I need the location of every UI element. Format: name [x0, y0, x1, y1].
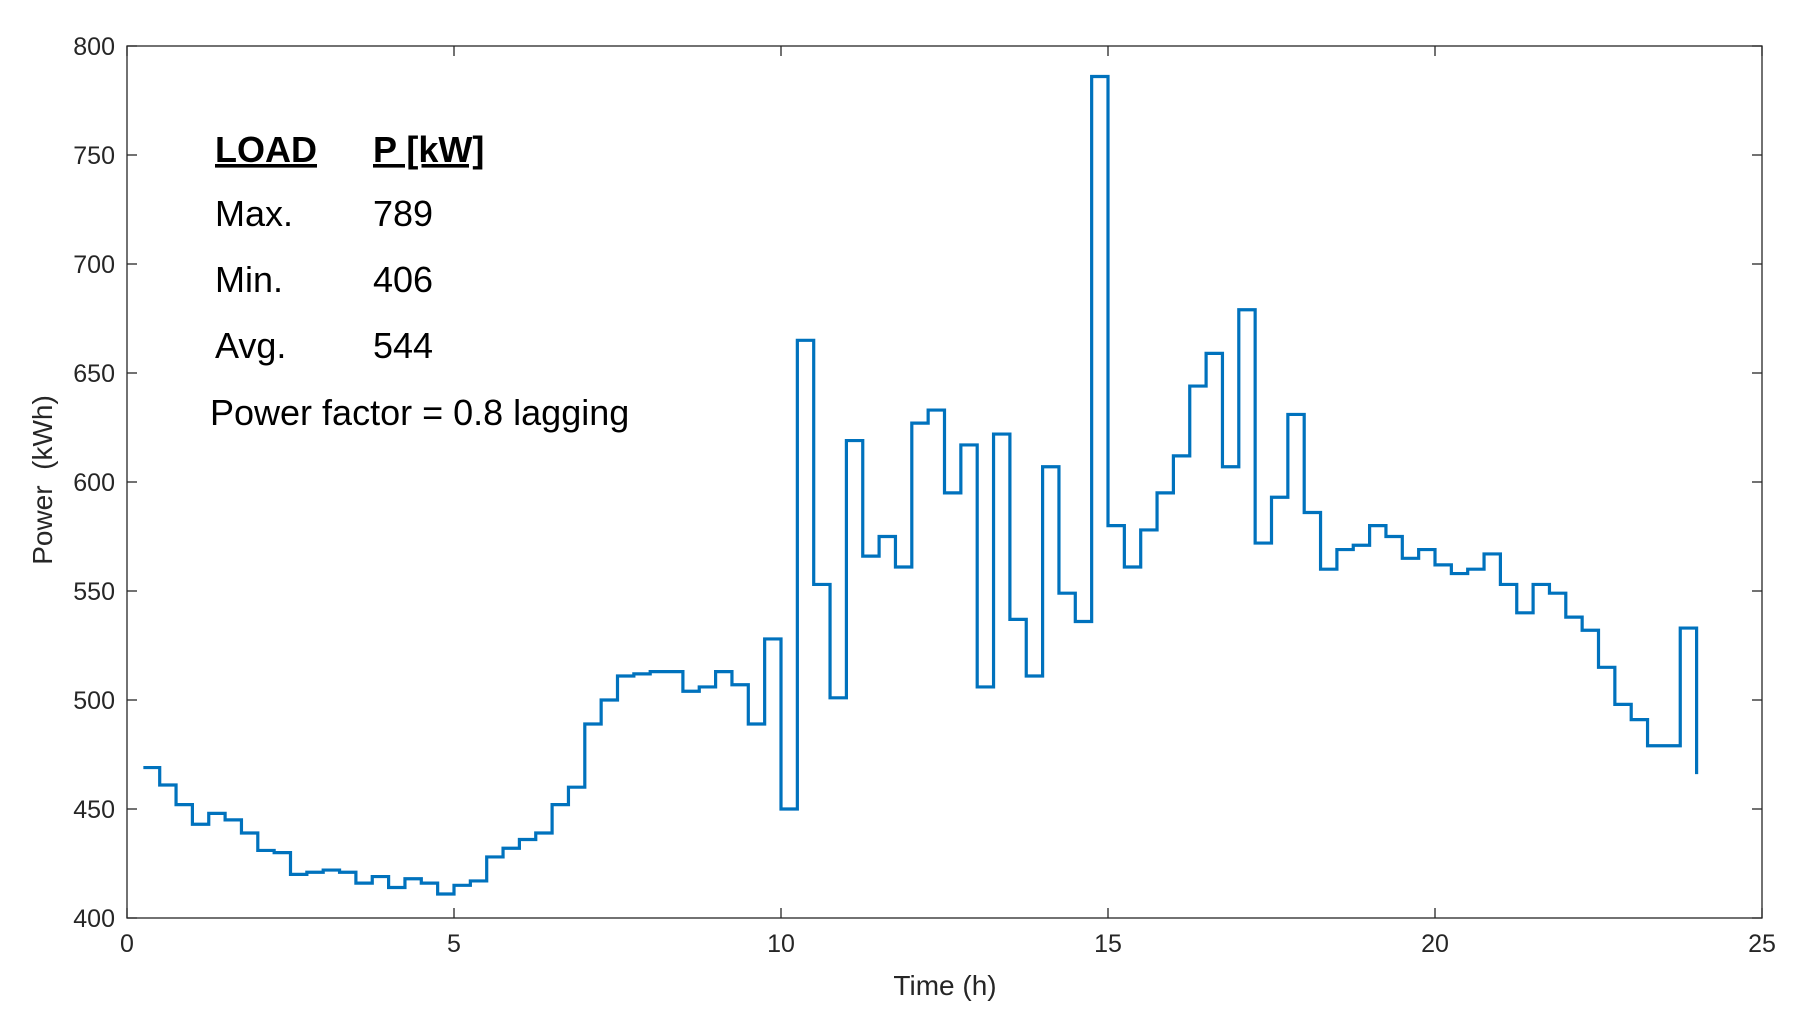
annotation-power-factor: Power factor = 0.8 lagging [210, 392, 629, 433]
axis-ticks: 0 5 10 15 20 25 400 450 500 550 600 650 700 750 800 [73, 33, 1776, 958]
x-tick-label: 10 [767, 930, 795, 958]
y-tick-label: 400 [73, 905, 115, 933]
y-tick-label: 700 [73, 251, 115, 279]
y-tick-label: 500 [73, 687, 115, 715]
annotation-row-value: 406 [373, 259, 433, 300]
annotation-header-load: LOAD [215, 129, 317, 170]
x-tick-label: 5 [447, 930, 461, 958]
series-line [143, 74, 1699, 896]
y-tick-label: 750 [73, 142, 115, 170]
x-tick-label: 25 [1748, 930, 1776, 958]
x-axis-label: Time (h) [893, 970, 996, 1001]
x-tick-label: 15 [1094, 930, 1122, 958]
annotation-row-label: Max. [215, 193, 293, 234]
x-tick-label: 20 [1421, 930, 1449, 958]
y-tick-label: 600 [73, 469, 115, 497]
annotation-row-value: 544 [373, 325, 433, 366]
y-axis-label: Power (kWh) [27, 395, 58, 565]
annotation-row-label: Min. [215, 259, 283, 300]
annotation-header-p: P [kW] [373, 129, 484, 170]
y-tick-label: 800 [73, 33, 115, 61]
x-tick-label: 0 [120, 930, 134, 958]
annotation-row-value: 789 [373, 193, 433, 234]
annotation-row-label: Avg. [215, 325, 286, 366]
y-tick-label: 550 [73, 578, 115, 606]
series-group [143, 74, 1699, 896]
stats-annotation: LOAD P [kW] Max. 789 Min. 406 Avg. 544 P… [210, 129, 629, 433]
y-tick-label: 450 [73, 796, 115, 824]
y-tick-label: 650 [73, 360, 115, 388]
